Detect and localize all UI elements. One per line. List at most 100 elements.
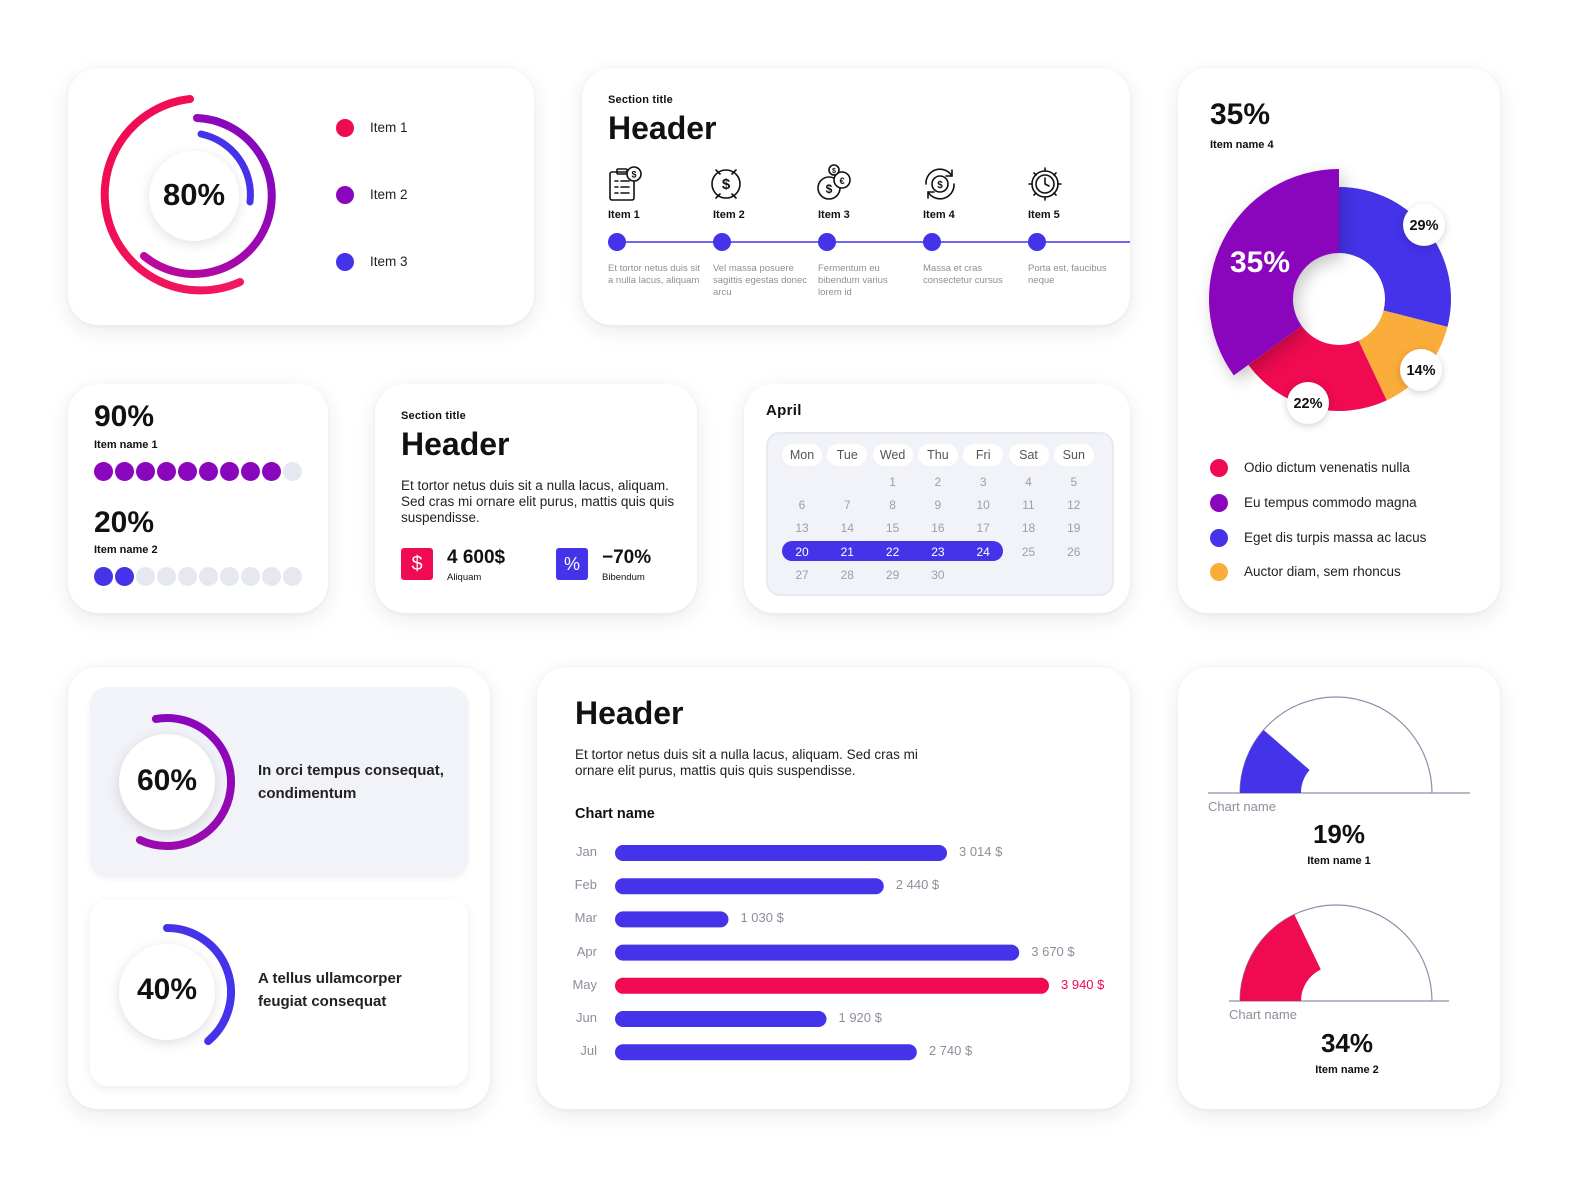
- donut-label-2: 35%: [1230, 246, 1290, 279]
- calendar-selected-range: [782, 541, 1004, 561]
- calendar-day[interactable]: 27: [795, 567, 809, 582]
- bar-card-body: Et tortor netus duis sit a nulla lacus, …: [575, 747, 918, 778]
- calendar-day[interactable]: 11: [1022, 498, 1035, 513]
- calendar-grid: Mon Tue Wed Thu Fri Sat Sun 1 2 3 4 5 6 7 8 9 10 11 12 13 14…: [766, 432, 1114, 596]
- donut-chart-card: 35% Item name 4 22% 29% 14% 35% Odio dictum…: [1178, 68, 1500, 613]
- timeline-dot-3: [818, 233, 836, 251]
- donut-legend-label-1: Odio dictum venenatis nulla: [1244, 460, 1410, 475]
- bar-may: [615, 977, 1049, 994]
- bar-month-label: Jan: [576, 844, 597, 859]
- calendar-day[interactable]: 17: [976, 521, 990, 536]
- circle-item-2-text: A tellus ullamcorper feugiat consequat: [258, 970, 402, 1010]
- ring-item-3: [197, 130, 254, 206]
- bar-month-label: Feb: [574, 877, 597, 893]
- gauge-1-name: Item name 1: [1307, 855, 1371, 867]
- donut-legend-label-4: Auctor diam, sem rhoncus: [1244, 564, 1401, 579]
- calendar-card: April Mon Tue Wed Thu Fri Sat Sun 1 2 3 4 5 6 7 8 9 10 11…: [744, 384, 1130, 613]
- bar-value-label: 2 740 $: [928, 1043, 973, 1059]
- calendar-day[interactable]: 14: [840, 521, 854, 536]
- progress-dot: [220, 567, 239, 586]
- calendar-day[interactable]: 16: [931, 521, 945, 536]
- calendar-day[interactable]: 9: [934, 498, 942, 513]
- donut-slice-3: [1339, 187, 1451, 327]
- gauge-1-caption: Chart name: [1208, 799, 1276, 814]
- bar-value-label: 1 030 $: [740, 910, 784, 926]
- calendar-day[interactable]: 25: [1021, 544, 1036, 559]
- semi-gauge-charts: [1208, 696, 1470, 1002]
- bar-chart-title: Chart name: [575, 806, 655, 822]
- bar-month-label: Jun: [576, 1010, 597, 1025]
- calendar-day[interactable]: 4: [1025, 475, 1032, 489]
- gauge-2-value: 34%: [1320, 1028, 1374, 1058]
- donut-legend-label-3: Eget dis turpis massa ac lacus: [1244, 530, 1427, 545]
- calendar-day[interactable]: 29: [885, 567, 900, 582]
- legend-label-item-3: Item 3: [370, 254, 408, 269]
- progress-dot: [94, 567, 113, 586]
- bar-feb: [615, 878, 884, 895]
- calendar-day[interactable]: 15: [885, 521, 900, 536]
- calendar-day[interactable]: 2: [934, 475, 942, 489]
- calendar-day[interactable]: 24: [976, 544, 990, 559]
- calendar-day[interactable]: 3: [979, 475, 987, 489]
- donut-top-value: 35%: [1210, 98, 1271, 131]
- calendar-day[interactable]: 10: [976, 498, 990, 513]
- circle-item-2-arc: [163, 924, 235, 1046]
- timeline-item-desc-5: Porta est, faucibus neque: [1028, 263, 1107, 286]
- timeline-item-label-3: Item 3: [818, 209, 850, 221]
- calendar-day[interactable]: 5: [1070, 475, 1078, 489]
- calendar-day[interactable]: 6: [798, 498, 806, 513]
- stat-label-1: Aliquam: [447, 572, 482, 583]
- progress-dot: [136, 462, 155, 481]
- progress-value-2: 20%: [94, 506, 155, 539]
- progress-dot: [241, 567, 260, 586]
- bar-value-label: 3 940 $: [1061, 976, 1105, 992]
- circle-item-1-arc: [135, 714, 235, 850]
- coins-euro-dollar-icon: $ € $: [817, 164, 851, 200]
- calendar-day[interactable]: 28: [840, 567, 854, 582]
- progress-dot: [262, 462, 281, 481]
- timeline-item-desc-1: Et tortor netus duis sit a nulla lacus, …: [608, 263, 700, 286]
- calendar-day[interactable]: 12: [1067, 498, 1081, 513]
- calendar-weekday: Mon: [782, 444, 822, 466]
- calendar-day[interactable]: 21: [840, 544, 854, 559]
- timeline-graphic: $ $ $ € $ $: [608, 164, 1130, 251]
- legend-label-item-2: Item 2: [370, 187, 408, 202]
- svg-text:$: $: [631, 170, 636, 180]
- progress-dot: [94, 462, 113, 481]
- circle-progress-rings: [119, 714, 235, 1046]
- calendar-day[interactable]: 26: [1067, 544, 1081, 559]
- bar-card-header: Header: [575, 695, 684, 731]
- calendar-day[interactable]: 7: [843, 498, 851, 513]
- calendar-day[interactable]: 18: [1021, 521, 1036, 536]
- progress-name-1: Item name 1: [94, 439, 158, 451]
- calendar-day[interactable]: 1: [889, 475, 896, 489]
- bar-jun: [615, 1011, 827, 1027]
- ring-item-2: [140, 114, 276, 278]
- bar-apr: [615, 944, 1020, 961]
- calendar-day[interactable]: 19: [1067, 521, 1081, 536]
- ring-item-1: [100, 95, 244, 295]
- svg-text:€: €: [839, 176, 844, 186]
- gauge-1-value: 19%: [1312, 819, 1366, 849]
- timeline-item-label-5: Item 5: [1028, 209, 1060, 221]
- dollar-icon: $: [401, 548, 433, 580]
- calendar-day[interactable]: 20: [795, 544, 809, 559]
- stats-body: Et tortor netus duis sit a nulla lacus, …: [401, 478, 675, 525]
- gauge-2-name: Item name 2: [1315, 1064, 1379, 1076]
- progress-dot: [157, 567, 176, 586]
- calendar-day[interactable]: 30: [931, 567, 945, 582]
- progress-value-1: 90%: [94, 400, 155, 433]
- concentric-ring-chart: [100, 95, 276, 295]
- donut-chart: 22% 29% 14% 35%: [1209, 169, 1451, 424]
- donut-label-bubble-4: [1400, 349, 1442, 391]
- bar-month-label: May: [572, 976, 597, 992]
- ring-center-label: 80%: [162, 177, 226, 212]
- timeline-item-desc-2: Vel massa posuere sagittis egestas donec…: [713, 263, 808, 298]
- calendar-day[interactable]: 23: [931, 544, 945, 559]
- gauge-1-fill: [1240, 729, 1310, 793]
- bar-month-label: Apr: [576, 943, 597, 959]
- calendar-day[interactable]: 8: [889, 498, 896, 513]
- progress-dot: [136, 567, 155, 586]
- calendar-day[interactable]: 13: [795, 521, 809, 536]
- calendar-day[interactable]: 22: [885, 544, 900, 559]
